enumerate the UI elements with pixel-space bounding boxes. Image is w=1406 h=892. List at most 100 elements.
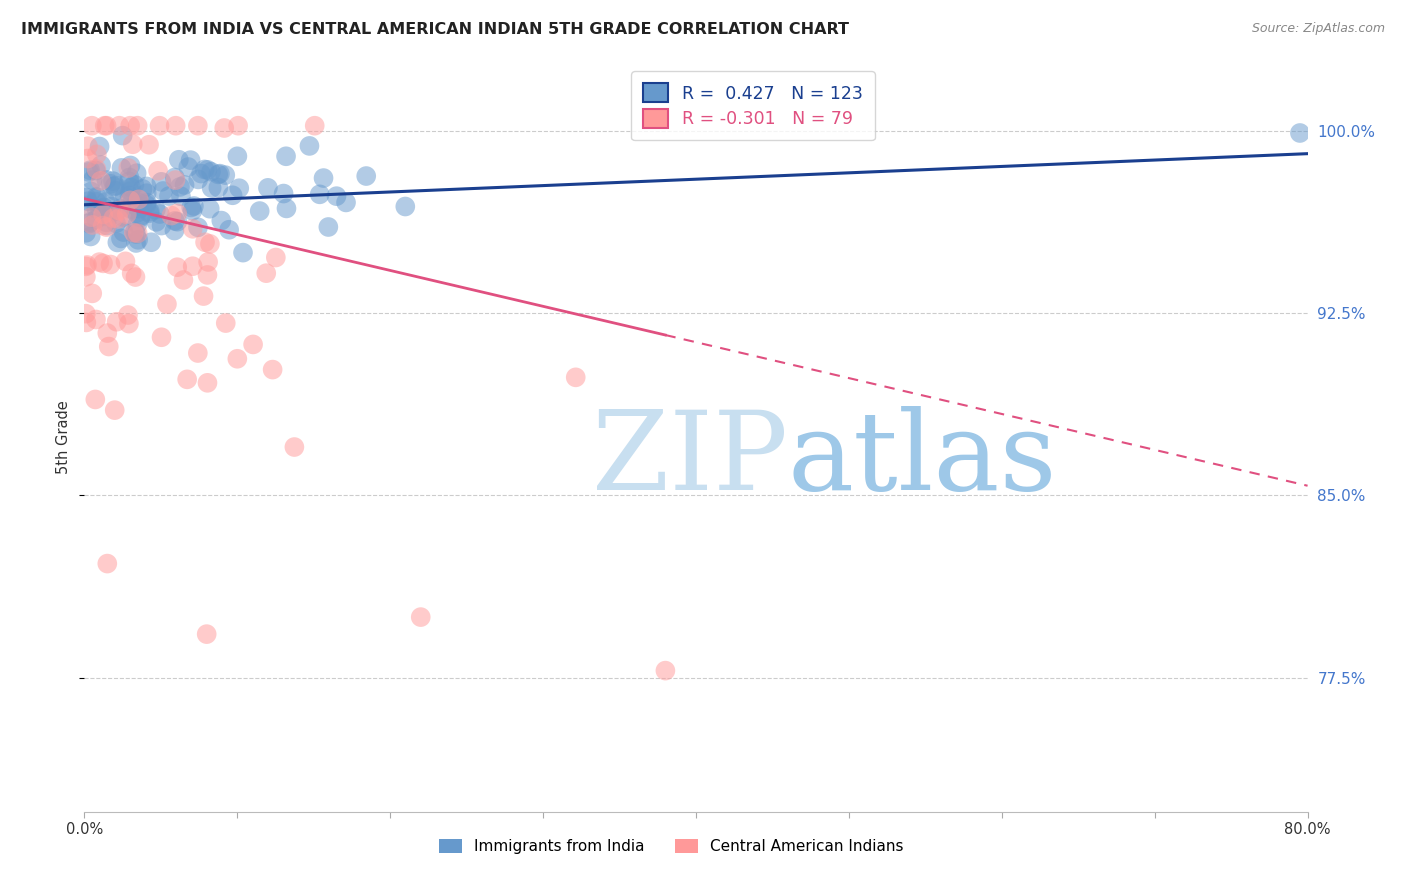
Point	[118, 188, 141, 202]
Point	[112, 210, 135, 224]
Point	[82, 218, 104, 232]
Point	[129, 211, 152, 225]
Point	[198, 202, 221, 216]
Point	[80, 185, 103, 199]
Point	[198, 236, 221, 251]
Point	[135, 186, 157, 201]
Point	[221, 188, 243, 202]
Point	[120, 180, 142, 194]
Point	[96, 215, 118, 229]
Point	[354, 169, 377, 183]
Point	[75, 307, 97, 321]
Point	[262, 362, 284, 376]
Point	[394, 200, 416, 214]
Point	[105, 235, 128, 250]
Point	[115, 207, 138, 221]
Point	[197, 162, 219, 177]
Text: atlas: atlas	[787, 406, 1057, 513]
Point	[91, 219, 114, 233]
Y-axis label: 5th Grade: 5th Grade	[56, 401, 72, 474]
Point	[125, 166, 148, 180]
Point	[312, 171, 335, 186]
Point	[207, 180, 229, 194]
Point	[86, 162, 108, 177]
Point	[90, 174, 112, 188]
Point	[91, 207, 114, 221]
Point	[80, 119, 103, 133]
Point	[181, 259, 204, 273]
Point	[308, 187, 330, 202]
Legend: Immigrants from India, Central American Indians: Immigrants from India, Central American …	[433, 833, 910, 860]
Point	[166, 215, 188, 229]
Point	[215, 316, 238, 330]
Point	[125, 206, 148, 220]
Point	[124, 178, 146, 192]
Point	[209, 213, 232, 227]
Point	[82, 286, 104, 301]
Point	[107, 211, 129, 226]
Point	[112, 225, 135, 239]
Point	[145, 215, 167, 229]
Point	[84, 194, 107, 209]
Point	[156, 297, 179, 311]
Point	[283, 440, 305, 454]
Point	[79, 215, 101, 229]
Point	[335, 195, 357, 210]
Point	[135, 198, 157, 212]
Point	[201, 181, 224, 195]
Point	[120, 184, 142, 198]
Point	[96, 219, 118, 233]
Point	[163, 223, 186, 237]
Point	[298, 139, 321, 153]
Point	[254, 266, 277, 280]
Point	[128, 202, 150, 216]
Point	[104, 178, 127, 193]
Point	[120, 202, 142, 216]
Point	[124, 198, 146, 212]
Point	[128, 195, 150, 210]
Point	[100, 258, 122, 272]
Point	[120, 194, 142, 208]
Point	[108, 119, 131, 133]
Point	[77, 165, 100, 179]
Point	[187, 220, 209, 235]
Point	[124, 225, 146, 239]
Point	[104, 184, 127, 198]
Point	[101, 174, 124, 188]
Point	[187, 119, 209, 133]
Point	[90, 158, 112, 172]
Point	[118, 174, 141, 188]
Point	[150, 175, 173, 189]
Point	[80, 210, 103, 224]
Point	[181, 221, 204, 235]
Point	[89, 255, 111, 269]
Point	[214, 168, 236, 182]
Point	[409, 610, 432, 624]
Point	[127, 233, 149, 247]
Point	[104, 403, 127, 417]
Point	[122, 193, 145, 207]
Point	[117, 308, 139, 322]
Point	[190, 167, 212, 181]
Point	[304, 119, 326, 133]
Point	[93, 119, 115, 133]
Point	[96, 220, 118, 235]
Point	[129, 209, 152, 223]
Point	[77, 217, 100, 231]
Point	[96, 119, 118, 133]
Point	[121, 137, 143, 152]
Point	[76, 152, 98, 166]
Point	[76, 258, 98, 272]
Point	[264, 251, 287, 265]
Point	[157, 189, 180, 203]
Point	[212, 120, 235, 135]
Point	[165, 173, 187, 187]
Point	[197, 255, 219, 269]
Point	[1289, 126, 1312, 140]
Point	[89, 139, 111, 153]
Point	[173, 178, 195, 192]
Point	[125, 227, 148, 241]
Point	[325, 189, 347, 203]
Point	[93, 201, 115, 215]
Point	[135, 179, 157, 194]
